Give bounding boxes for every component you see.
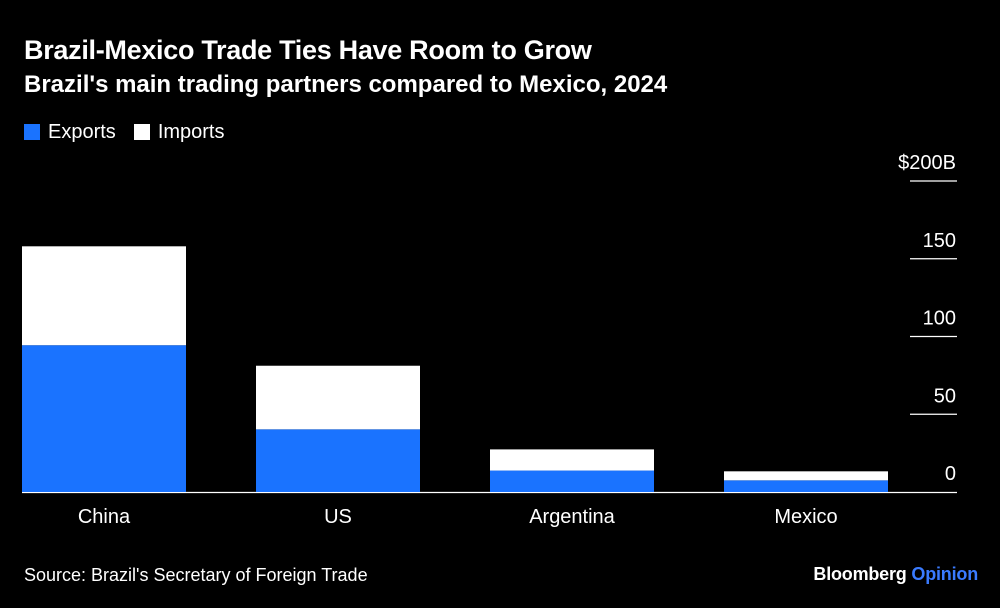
x-tick-label: Mexico xyxy=(774,506,837,528)
x-tick-label: China xyxy=(78,506,131,528)
x-tick-label: US xyxy=(324,506,352,528)
bar-exports-argentina xyxy=(490,470,654,492)
y-tick-label: $200B xyxy=(898,152,956,174)
legend-item-exports: Exports xyxy=(24,120,116,144)
legend-item-imports: Imports xyxy=(133,120,225,144)
chart-subtitle: Brazil's main trading partners compared … xyxy=(24,71,668,98)
bar-imports-argentina xyxy=(490,449,654,471)
bar-imports-us xyxy=(256,365,420,430)
legend-swatch-exports xyxy=(24,124,40,140)
legend-swatch-imports xyxy=(133,124,150,140)
bar-imports-mexico xyxy=(724,471,888,481)
legend-label-exports: Exports xyxy=(48,121,116,143)
y-tick-label: 50 xyxy=(934,385,956,407)
brand-logo: Bloomberg Opinion xyxy=(813,563,978,585)
bar-exports-us xyxy=(256,429,420,492)
bar-exports-mexico xyxy=(724,480,888,492)
chart-title: Brazil-Mexico Trade Ties Have Room to Gr… xyxy=(24,35,592,65)
bar-imports-china xyxy=(22,246,186,346)
source-note: Source: Brazil's Secretary of Foreign Tr… xyxy=(24,565,368,585)
x-tick-label: Argentina xyxy=(529,506,615,528)
bar-exports-china xyxy=(22,345,186,492)
y-tick-label: 150 xyxy=(923,230,956,252)
y-tick-label: 0 xyxy=(945,463,956,485)
brand-section: Opinion xyxy=(911,564,978,584)
brand-name: Bloomberg xyxy=(813,564,907,584)
y-tick-label: 100 xyxy=(923,308,956,330)
legend-label-imports: Imports xyxy=(157,121,225,143)
chart-legend: Exports Imports xyxy=(24,120,243,144)
